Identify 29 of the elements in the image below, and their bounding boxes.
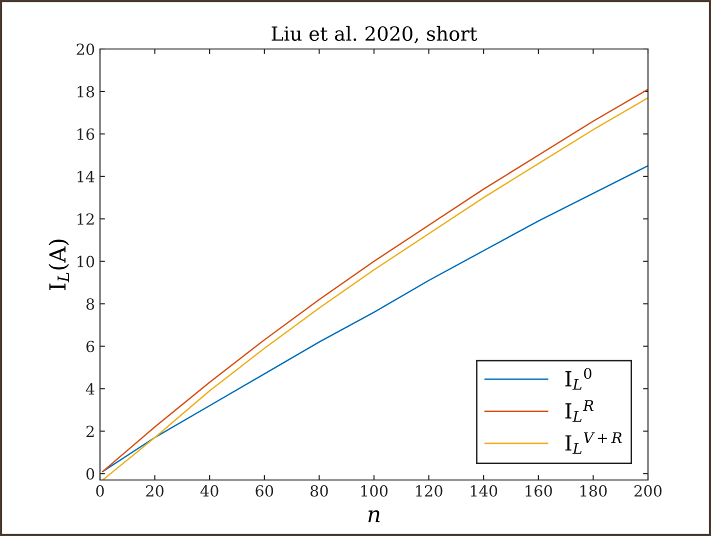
y-tick-label: 8 (86, 298, 94, 310)
y-tick-label: 4 (86, 383, 94, 395)
x-tick-label: 140 (470, 485, 498, 497)
x-tick-label: 120 (416, 485, 442, 497)
x-tick-label: 80 (310, 485, 328, 497)
x-tick-label: 100 (361, 485, 388, 497)
x-tick-label: 160 (526, 485, 552, 497)
y-tick-label: 14 (78, 170, 94, 182)
y-tick-label: 12 (78, 213, 94, 225)
chart-title: Liu et al. 2020, short (272, 26, 478, 44)
y-axis-title: I$_{L}$(A) (48, 240, 69, 290)
y-tick-label: 18 (78, 86, 94, 98)
legend-label: I$_{L}$$^{V+R}$ (565, 432, 622, 454)
y-tick-label: 16 (78, 128, 94, 140)
legend-label: I$_{L}$$^{0}$ (565, 368, 592, 390)
y-tick-label: 2 (86, 426, 94, 437)
x-tick-label: 180 (580, 485, 607, 497)
x-tick-label: 60 (256, 485, 274, 497)
x-tick-label: 20 (146, 485, 164, 497)
x-tick-label: 0 (96, 485, 104, 497)
x-tick-label: 200 (634, 485, 662, 497)
legend-label: I$_{L}$$^{R}$ (565, 400, 594, 422)
x-tick-label: 40 (200, 485, 218, 497)
y-tick-label: 0 (86, 468, 94, 480)
y-tick-label: 10 (78, 256, 94, 268)
y-tick-label: 6 (86, 340, 94, 352)
y-tick-label: 20 (76, 43, 94, 56)
x-axis-title: n (368, 510, 380, 522)
line-series (102, 165, 648, 472)
